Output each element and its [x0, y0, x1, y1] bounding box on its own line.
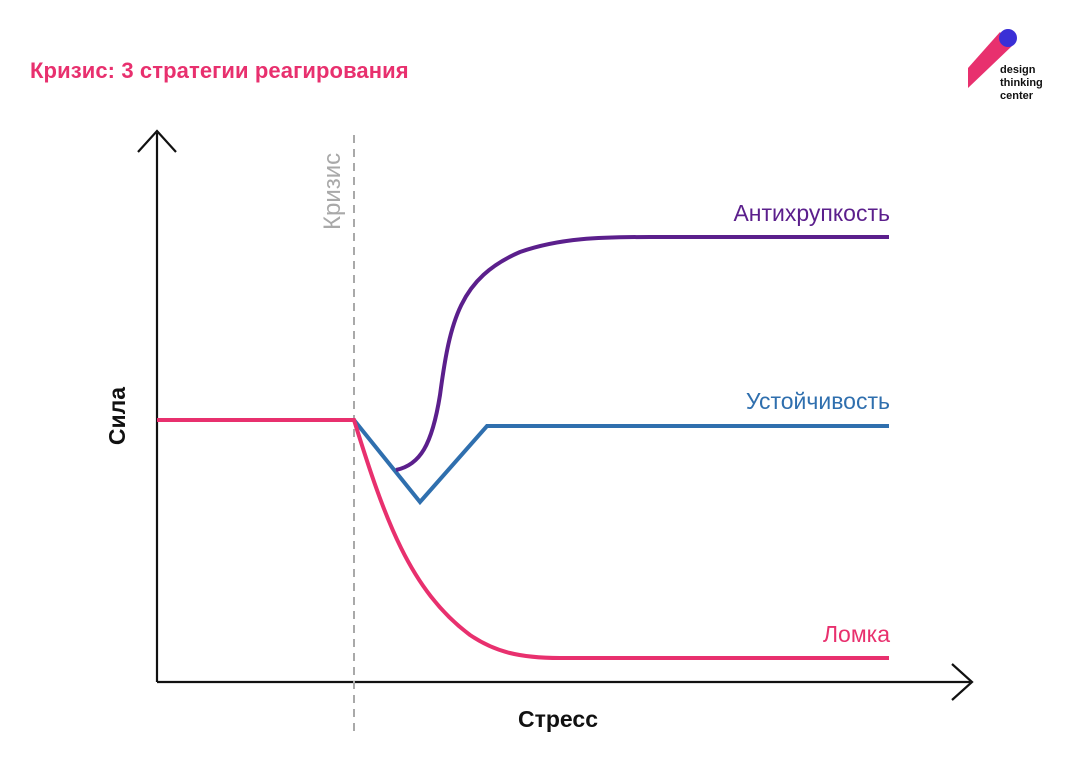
y-axis-arrow-icon [137, 129, 177, 153]
resilience-label: Устойчивость [746, 388, 890, 414]
logo-line: center [1000, 90, 1034, 102]
logo-mark-icon [968, 29, 1017, 88]
breakdown-label: Ломка [823, 621, 890, 647]
logo-text: design thinking center [1000, 64, 1043, 103]
antifragility-label: Антихрупкость [733, 200, 890, 226]
crisis-label: Кризис [319, 153, 346, 230]
y-axis-label: Сила [104, 387, 130, 445]
resilience-curve [352, 418, 889, 506]
logo: design thinking center [966, 26, 1056, 106]
logo-line: design [1000, 64, 1036, 76]
x-axis-arrow-icon [951, 663, 974, 701]
breakdown-curve [157, 418, 889, 660]
axes [137, 129, 974, 701]
x-axis-label: Стресс [518, 706, 598, 732]
logo-line: thinking [1000, 77, 1043, 89]
page-title: Кризис: 3 стратегии реагирования [30, 58, 409, 83]
antifragility-curve [395, 235, 889, 472]
